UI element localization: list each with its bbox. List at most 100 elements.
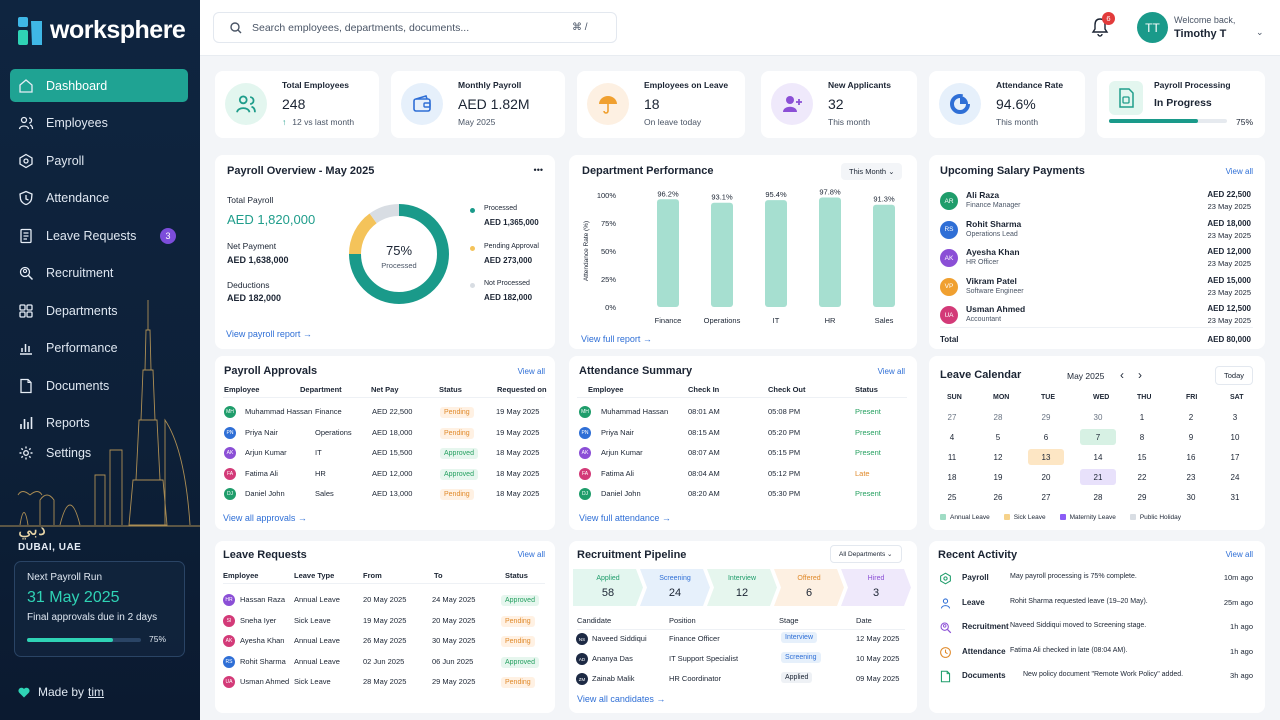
employee-name[interactable]: Priya Nair <box>601 427 634 437</box>
activity-item[interactable]: Documents New policy document "Remote Wor… <box>929 670 1265 690</box>
salary-row[interactable]: RS Rohit Sharma Operations Lead AED 18,000 2… <box>929 219 1265 245</box>
calendar-day[interactable]: 11 <box>947 452 957 462</box>
made-by-author[interactable]: tim <box>88 685 105 699</box>
calendar-day[interactable]: 30 <box>1093 412 1103 422</box>
employee-name[interactable]: Hassan Raza <box>240 595 286 604</box>
pipeline-stage-screening[interactable]: Screening 24 <box>640 569 710 606</box>
employee-name[interactable]: Ayesha Khan <box>240 636 285 645</box>
activity-item[interactable]: Recruitment Naveed Siddiqui moved to Scre… <box>929 621 1265 641</box>
calendar-day[interactable]: 4 <box>949 432 955 442</box>
activity-item[interactable]: Leave Rohit Sharma requested leave (19–20… <box>929 597 1265 617</box>
view-full-report-link[interactable]: View full report → <box>581 334 652 344</box>
calendar-day[interactable]: 30 <box>1186 492 1196 502</box>
candidate-name[interactable]: Ananya Das <box>592 654 633 663</box>
calendar-day[interactable]: 1 <box>1139 412 1145 422</box>
stat-card-monthly-payroll[interactable]: Monthly Payroll AED 1.82M May 2025 <box>391 71 565 138</box>
employee-name[interactable]: Arjun Kumar <box>601 448 643 457</box>
employee-name[interactable]: Rohit Sharma <box>240 656 286 666</box>
calendar-day[interactable]: 9 <box>1188 432 1194 442</box>
nav-item-reports[interactable]: Reports <box>10 407 188 440</box>
calendar-day[interactable]: 14 <box>1093 452 1103 462</box>
calendar-day[interactable]: 24 <box>1230 472 1240 482</box>
stat-card-employees-on-leave[interactable]: Employees on Leave 18 On leave today <box>577 71 745 138</box>
stat-card-attendance-rate[interactable]: Attendance Rate 94.6% This month <box>929 71 1085 138</box>
view-full-attendance-link[interactable]: View full attendance → <box>579 513 671 523</box>
activity-item[interactable]: Attendance Fatima Ali checked in late (08… <box>929 646 1265 666</box>
made-by[interactable]: Made by tim <box>18 685 104 699</box>
bar-finance[interactable] <box>657 199 679 307</box>
nav-item-dashboard[interactable]: Dashboard <box>10 69 188 102</box>
leave-view-all-link[interactable]: View all <box>517 550 545 559</box>
stat-card-total-employees[interactable]: Total Employees 248 ↑ 12 vs last month <box>215 71 379 138</box>
calendar-day[interactable]: 26 <box>993 492 1003 502</box>
employee-name[interactable]: Priya Nair <box>245 427 278 437</box>
calendar-day[interactable]: 19 <box>993 472 1003 482</box>
bar-sales[interactable] <box>873 204 895 307</box>
calendar-today-button[interactable]: Today <box>1214 366 1253 385</box>
search-input[interactable] <box>252 21 562 34</box>
employee-name[interactable]: Daniel John <box>245 489 285 498</box>
employee-name[interactable]: Fatima Ali <box>245 468 278 478</box>
calendar-day[interactable]: 12 <box>993 452 1003 462</box>
calendar-day[interactable]: 6 <box>1043 432 1049 442</box>
calendar-day[interactable]: 31 <box>1230 492 1240 502</box>
calendar-day[interactable]: 13 <box>1028 449 1064 465</box>
employee-name[interactable]: Arjun Kumar <box>245 448 287 457</box>
nav-item-attendance[interactable]: Attendance <box>10 182 188 215</box>
pipeline-stage-interview[interactable]: Interview 12 <box>707 569 777 606</box>
donut-segment-not-processed[interactable] <box>369 204 400 224</box>
calendar-day[interactable]: 10 <box>1230 432 1240 442</box>
donut-segment-processed[interactable] <box>349 204 449 304</box>
nav-item-employees[interactable]: Employees <box>10 107 188 140</box>
calendar-day[interactable]: 20 <box>1041 472 1051 482</box>
calendar-next-button[interactable]: › <box>1138 368 1142 382</box>
view-all-approvals-link[interactable]: View all approvals → <box>223 513 307 523</box>
bar-it[interactable] <box>765 200 787 307</box>
nav-item-payroll[interactable]: Payroll <box>10 144 188 177</box>
calendar-day[interactable]: 7 <box>1080 429 1116 445</box>
calendar-prev-button[interactable]: ‹ <box>1120 368 1124 382</box>
chevron-down-icon[interactable]: ⌄ <box>1256 27 1264 37</box>
employee-name[interactable]: Fatima Ali <box>601 468 634 478</box>
nav-item-documents[interactable]: Documents <box>10 369 188 402</box>
pipeline-stage-applied[interactable]: Applied 58 <box>573 569 643 606</box>
nav-item-leave-requests[interactable]: Leave Requests 3 <box>10 219 188 252</box>
calendar-day[interactable]: 25 <box>947 492 957 502</box>
nav-item-performance[interactable]: Performance <box>10 332 188 365</box>
calendar-day[interactable]: 28 <box>1093 492 1103 502</box>
brand-logo[interactable]: worksphere <box>18 16 186 45</box>
activity-view-all-link[interactable]: View all <box>1225 550 1253 559</box>
salary-row[interactable]: AK Ayesha Khan HR Officer AED 12,000 23 May … <box>929 247 1265 273</box>
calendar-day[interactable]: 23 <box>1186 472 1196 482</box>
calendar-day[interactable]: 29 <box>1137 492 1147 502</box>
nav-item-settings[interactable]: Settings <box>10 436 188 469</box>
calendar-day[interactable]: 18 <box>947 472 957 482</box>
calendar-day[interactable]: 17 <box>1230 452 1240 462</box>
pipeline-stage-hired[interactable]: Hired 3 <box>841 569 911 606</box>
calendar-day[interactable]: 21 <box>1080 469 1116 485</box>
department-filter-dropdown[interactable]: All Departments ⌄ <box>830 545 902 563</box>
employee-name[interactable]: Muhammad Hassan <box>245 407 313 416</box>
salary-view-all-link[interactable]: View all <box>1225 167 1253 176</box>
calendar-day[interactable]: 15 <box>1137 452 1147 462</box>
view-payroll-report-link[interactable]: View payroll report → <box>226 329 312 339</box>
more-options-icon[interactable]: ••• <box>533 165 543 175</box>
bar-hr[interactable] <box>819 197 841 307</box>
stat-card-new-applicants[interactable]: New Applicants 32 This month <box>761 71 917 138</box>
calendar-day[interactable]: 2 <box>1188 412 1194 422</box>
period-dropdown[interactable]: This Month ⌄ <box>841 163 903 180</box>
calendar-day[interactable]: 22 <box>1137 472 1147 482</box>
salary-row[interactable]: VP Vikram Patel Software Engineer AED 15,00… <box>929 276 1265 302</box>
calendar-day[interactable]: 16 <box>1186 452 1196 462</box>
donut-segment-pending-approval[interactable] <box>349 213 377 255</box>
salary-row[interactable]: AR Ali Raza Finance Manager AED 22,500 23 Ma… <box>929 190 1265 216</box>
user-name[interactable]: Timothy T <box>1174 28 1227 40</box>
nav-item-recruitment[interactable]: Recruitment <box>10 257 188 290</box>
candidate-name[interactable]: Naveed Siddiqui <box>592 634 647 643</box>
search-box[interactable]: ⌘ / <box>213 12 617 43</box>
pipeline-stage-offered[interactable]: Offered 6 <box>774 569 844 606</box>
stat-card-payroll-processing[interactable]: Payroll Processing In Progress 75% <box>1097 71 1265 138</box>
user-avatar[interactable]: TT <box>1137 12 1168 43</box>
attendance-view-all-link[interactable]: View all <box>877 367 905 376</box>
calendar-day[interactable]: 3 <box>1232 412 1238 422</box>
